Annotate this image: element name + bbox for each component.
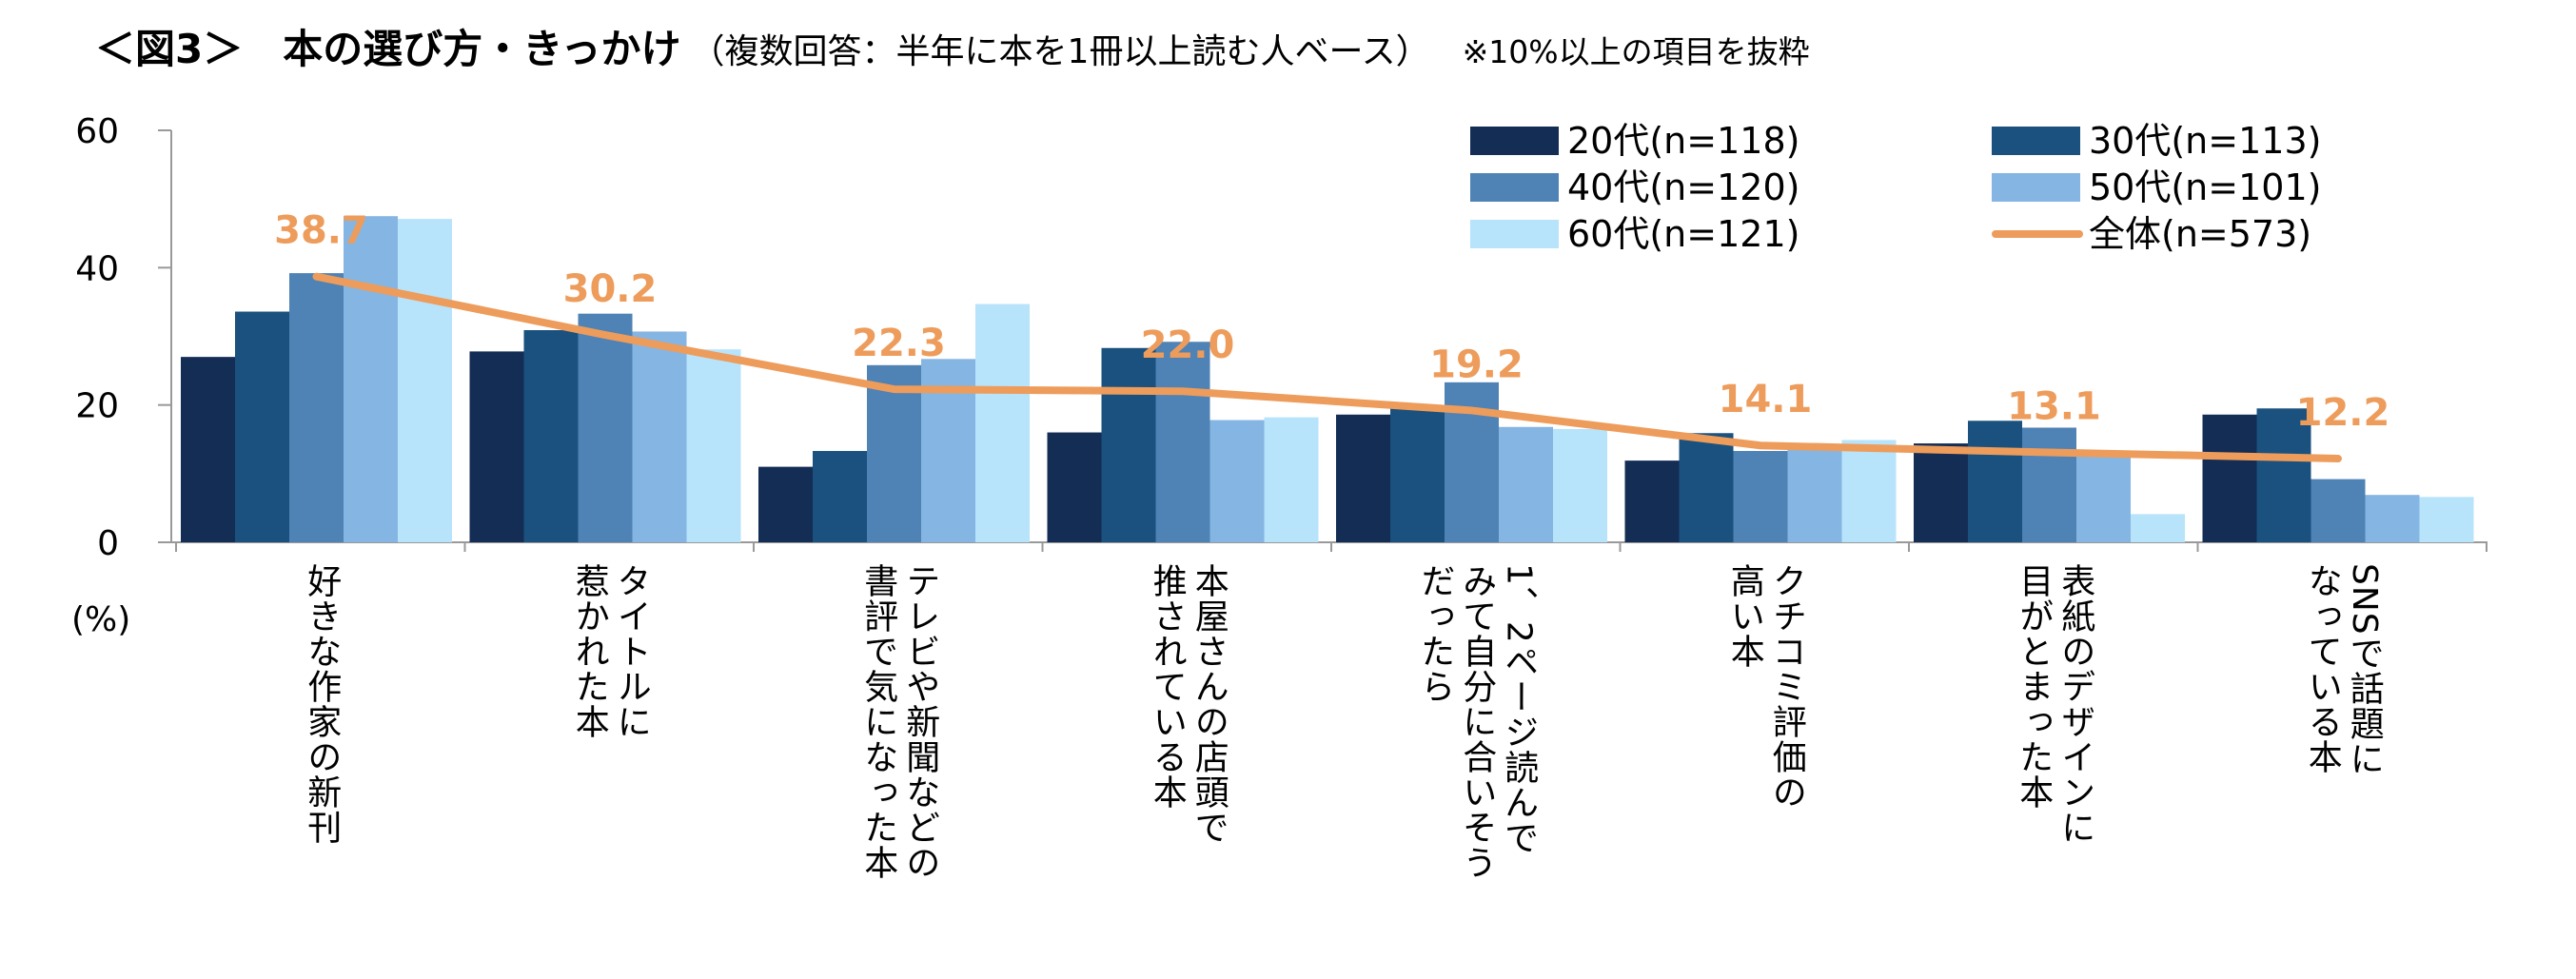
y-tick-label: 0 [97, 524, 119, 563]
category-label-6-line-1: 目がとまった本 [2014, 563, 2053, 810]
bar-20s-0 [181, 357, 235, 542]
legend-label-3: 50代(n=101) [2089, 166, 2321, 208]
y-axis-unit-label: (%) [71, 600, 130, 639]
category-label-4-line-2: だったら [1415, 563, 1454, 704]
bar-30s-4 [1390, 408, 1445, 542]
bar-50s-7 [2365, 495, 2420, 542]
bar-40s-2 [867, 364, 921, 542]
category-label-2-line-0: テレビや新聞などの [900, 563, 939, 880]
bar-20s-1 [469, 351, 524, 542]
total-data-label: 14.1 [1719, 378, 1813, 421]
total-data-label: 12.2 [2296, 391, 2390, 435]
category-label-6-line-0: 表紙のデザインに [2055, 563, 2094, 845]
bar-30s-1 [523, 330, 579, 542]
category-label-7-line-1: なっている本 [2303, 563, 2342, 774]
bar-50s-6 [2076, 453, 2131, 542]
legend-label-total: 全体(n=573) [2089, 213, 2311, 255]
bar-60s-3 [1264, 417, 1319, 542]
total-data-label: 22.3 [852, 322, 946, 365]
bar-60s-1 [686, 349, 741, 542]
chart-title: ＜図3＞ 本の選び方・きっかけ （複数回答：半年に本を1冊以上読む人ベース） ※10… [95, 17, 1810, 75]
bar-60s-2 [975, 303, 1030, 542]
total-line [312, 272, 2342, 462]
total-data-label: 13.1 [2007, 384, 2101, 428]
bar-40s-6 [2022, 427, 2076, 542]
bar-60s-0 [398, 219, 452, 542]
bar-20s-6 [1914, 443, 1968, 542]
bar-50s-1 [632, 331, 687, 542]
category-label-1-line-1: 惹かれた本 [570, 563, 609, 739]
legend-label-0: 20代(n=118) [1567, 120, 1799, 162]
category-label-0-line-0: 好きな作家の新刊 [302, 563, 342, 845]
bar-60s-7 [2419, 497, 2474, 542]
category-label-7-line-0: SNSで話題に [2345, 563, 2384, 776]
chart-title-main: ＜図3＞ 本の選び方・きっかけ [95, 26, 681, 72]
legend-swatch-3 [1992, 173, 2080, 202]
total-data-label: 38.7 [274, 209, 368, 253]
category-label-2-line-1: 書評で気になった本 [858, 563, 897, 880]
bar-20s-3 [1047, 432, 1102, 542]
bar-30s-0 [235, 311, 289, 542]
bar-20s-4 [1336, 414, 1390, 542]
bar-30s-3 [1101, 347, 1156, 542]
legend-swatch-1 [1992, 127, 2080, 155]
legend-swatch-0 [1470, 127, 1559, 155]
chart-title-sub: （複数回答：半年に本を1冊以上読む人ベース） [690, 32, 1430, 71]
bar-60s-4 [1553, 428, 1607, 542]
bar-40s-0 [289, 273, 344, 542]
bar-40s-1 [578, 313, 633, 542]
bar-40s-7 [2311, 479, 2366, 542]
category-label-4-line-1: みて自分に合いそう [1457, 563, 1496, 880]
bar-40s-5 [1733, 451, 1788, 542]
bar-30s-5 [1679, 433, 1734, 542]
bar-20s-5 [1624, 460, 1680, 542]
bar-60s-5 [1841, 440, 1897, 542]
y-tick-label: 60 [75, 112, 119, 151]
bar-30s-6 [1968, 421, 2022, 542]
chart-title-note: ※10%以上の項目を抜粋 [1462, 33, 1810, 70]
bar-50s-4 [1499, 426, 1553, 542]
category-label-3-line-1: 推されている本 [1148, 563, 1187, 810]
y-tick-label: 20 [75, 387, 119, 426]
total-data-label: 30.2 [563, 267, 658, 311]
legend-label-4: 60代(n=121) [1567, 213, 1799, 255]
category-label-1-line-0: タイトルに [612, 563, 651, 739]
total-data-label: 22.0 [1141, 323, 1235, 367]
bar-30s-7 [2256, 408, 2311, 542]
legend-label-2: 40代(n=120) [1567, 166, 1799, 208]
bar-50s-5 [1787, 446, 1842, 542]
bar-40s-3 [1155, 342, 1210, 542]
category-label-4-line-0: 1、2ページ読んで [1499, 563, 1538, 855]
category-label-3-line-0: 本屋さんの店頭で [1190, 563, 1229, 845]
bar-50s-0 [344, 216, 398, 543]
category-label-5-line-0: クチコミ評価の [1767, 563, 1807, 810]
bar-20s-7 [2202, 414, 2257, 542]
y-tick-label: 40 [75, 249, 119, 288]
total-data-label: 19.2 [1429, 343, 1524, 386]
bar-60s-6 [2131, 514, 2185, 542]
bar-20s-2 [758, 466, 813, 542]
legend-swatch-4 [1470, 220, 1559, 248]
legend-label-1: 30代(n=113) [2089, 120, 2321, 162]
category-label-5-line-1: 高い本 [1725, 563, 1764, 669]
legend-swatch-2 [1470, 173, 1559, 202]
bar-30s-2 [813, 451, 867, 542]
bar-50s-3 [1209, 420, 1265, 542]
